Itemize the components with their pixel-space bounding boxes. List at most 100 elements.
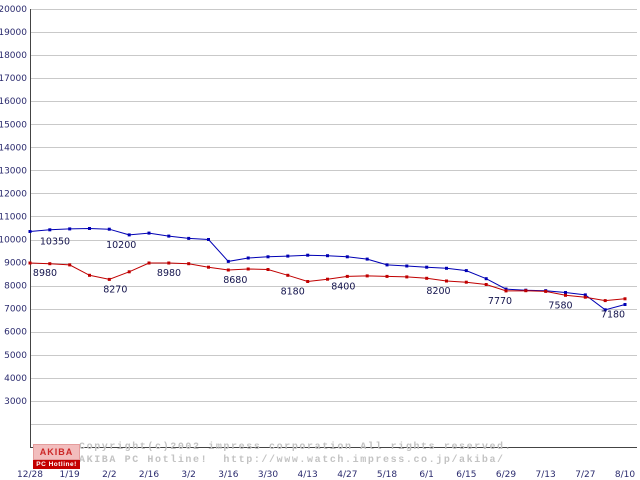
data-point-marker (326, 277, 329, 281)
x-axis-labels: 12/28 1/19 2/2 2/16 3/2 3/16 3/30 4/13 4/27 5/18 6… (17, 470, 635, 480)
data-point-marker (88, 227, 91, 230)
data-point-marker (107, 277, 111, 281)
data-point-marker (623, 303, 627, 306)
data-point-marker (306, 280, 310, 283)
data-label: 10200 (106, 240, 136, 251)
data-point-marker (266, 268, 270, 271)
data-label: 8680 (223, 275, 247, 286)
data-point-marker (385, 274, 389, 278)
data-point-marker (603, 299, 607, 303)
data-point-marker (286, 273, 290, 277)
data-point-marker (405, 264, 409, 268)
y-axis-label: 9000 (4, 259, 27, 269)
data-point-marker (564, 293, 567, 297)
data-point-marker (207, 265, 210, 269)
data-point-marker (445, 266, 448, 270)
y-axis-label: 17000 (0, 74, 27, 84)
data-point-marker (187, 236, 191, 240)
x-axis-label: 3/2 (181, 470, 195, 480)
data-point-marker (504, 289, 508, 293)
data-point-marker (127, 233, 131, 237)
y-axis-label: 7000 (4, 305, 27, 315)
data-point-marker (365, 274, 369, 278)
data-point-marker (544, 289, 548, 293)
gridlines (30, 9, 637, 425)
x-axis-label: 5/18 (377, 470, 397, 480)
y-axis-label: 5000 (4, 351, 27, 361)
x-axis-label: 2/2 (102, 470, 116, 480)
y-axis-label: 19000 (0, 28, 27, 38)
data-point-marker (306, 253, 310, 257)
y-axis-label: 18000 (0, 51, 27, 61)
y-axis-label: 4000 (4, 374, 27, 384)
x-axis-label: 8/10 (615, 470, 635, 480)
data-point-marker (326, 254, 329, 258)
x-axis-label: 7/27 (575, 470, 595, 480)
data-point-marker (365, 257, 369, 261)
data-label: 8980 (33, 268, 57, 279)
data-label: 7770 (488, 296, 512, 307)
data-point-marker (405, 275, 409, 279)
data-point-marker (226, 268, 230, 272)
data-point-marker (504, 287, 508, 291)
data-point-marker (623, 297, 627, 301)
data-point-marker (564, 291, 567, 294)
data-point-marker (425, 265, 429, 269)
series-price-red (28, 261, 627, 303)
data-label: 8270 (103, 284, 127, 295)
data-point-marker (445, 279, 448, 283)
data-point-marker (345, 274, 349, 278)
x-axis-label: 3/30 (258, 470, 278, 480)
data-label: 8180 (281, 287, 305, 298)
data-point-marker (147, 261, 151, 265)
logo-akiba-text: AKIBA (33, 444, 80, 460)
data-point-marker (147, 231, 151, 235)
data-point-marker (226, 259, 230, 263)
x-axis-label: 4/13 (298, 470, 318, 480)
data-labels: 10350 10200 8980 8270 8980 8680 8180 8400 8200 77… (33, 237, 625, 321)
y-axis-label: 15000 (0, 120, 27, 130)
y-axis-label: 12000 (0, 189, 27, 199)
y-axis-label: 11000 (0, 212, 27, 222)
x-axis-label: 12/28 (17, 470, 43, 480)
data-point-marker (484, 277, 488, 281)
axes (30, 9, 637, 448)
data-point-marker (524, 289, 528, 293)
data-point-marker (167, 234, 171, 238)
data-point-marker (28, 261, 32, 265)
data-point-marker (583, 295, 587, 299)
data-label: 7180 (601, 310, 625, 321)
x-axis-label: 1/19 (60, 470, 80, 480)
data-label: 8200 (426, 286, 450, 297)
akiba-pc-hotline-logo: AKIBA PC Hotline! (33, 444, 80, 469)
y-axis-label: 6000 (4, 328, 27, 338)
data-point-marker (68, 263, 72, 267)
x-axis-label: 6/1 (419, 470, 433, 480)
data-label: 8400 (331, 281, 355, 292)
data-point-marker (583, 293, 587, 297)
y-axis-label: 14000 (0, 143, 27, 153)
data-point-marker (286, 254, 290, 258)
logo-pc-hotline-text: PC Hotline! (33, 460, 80, 469)
x-axis-label: 6/15 (456, 470, 476, 480)
data-point-marker (246, 267, 250, 271)
y-axis-label: 8000 (4, 282, 27, 292)
data-point-marker (484, 283, 488, 286)
y-axis-label: 16000 (0, 97, 27, 107)
data-point-marker (207, 238, 210, 241)
data-point-marker (464, 280, 468, 284)
data-point-marker (68, 227, 72, 231)
data-point-marker (187, 262, 191, 266)
x-axis-label: 6/29 (496, 470, 516, 480)
data-point-marker (107, 227, 111, 231)
data-point-marker (88, 273, 91, 277)
data-point-marker (266, 255, 270, 259)
data-point-marker (48, 262, 52, 266)
data-point-marker (464, 269, 468, 273)
data-point-marker (425, 276, 429, 280)
copyright-watermark: Copyright(c)2002 impress corporation All… (79, 442, 513, 453)
data-label: 10350 (40, 237, 70, 248)
data-label: 7580 (548, 300, 572, 311)
